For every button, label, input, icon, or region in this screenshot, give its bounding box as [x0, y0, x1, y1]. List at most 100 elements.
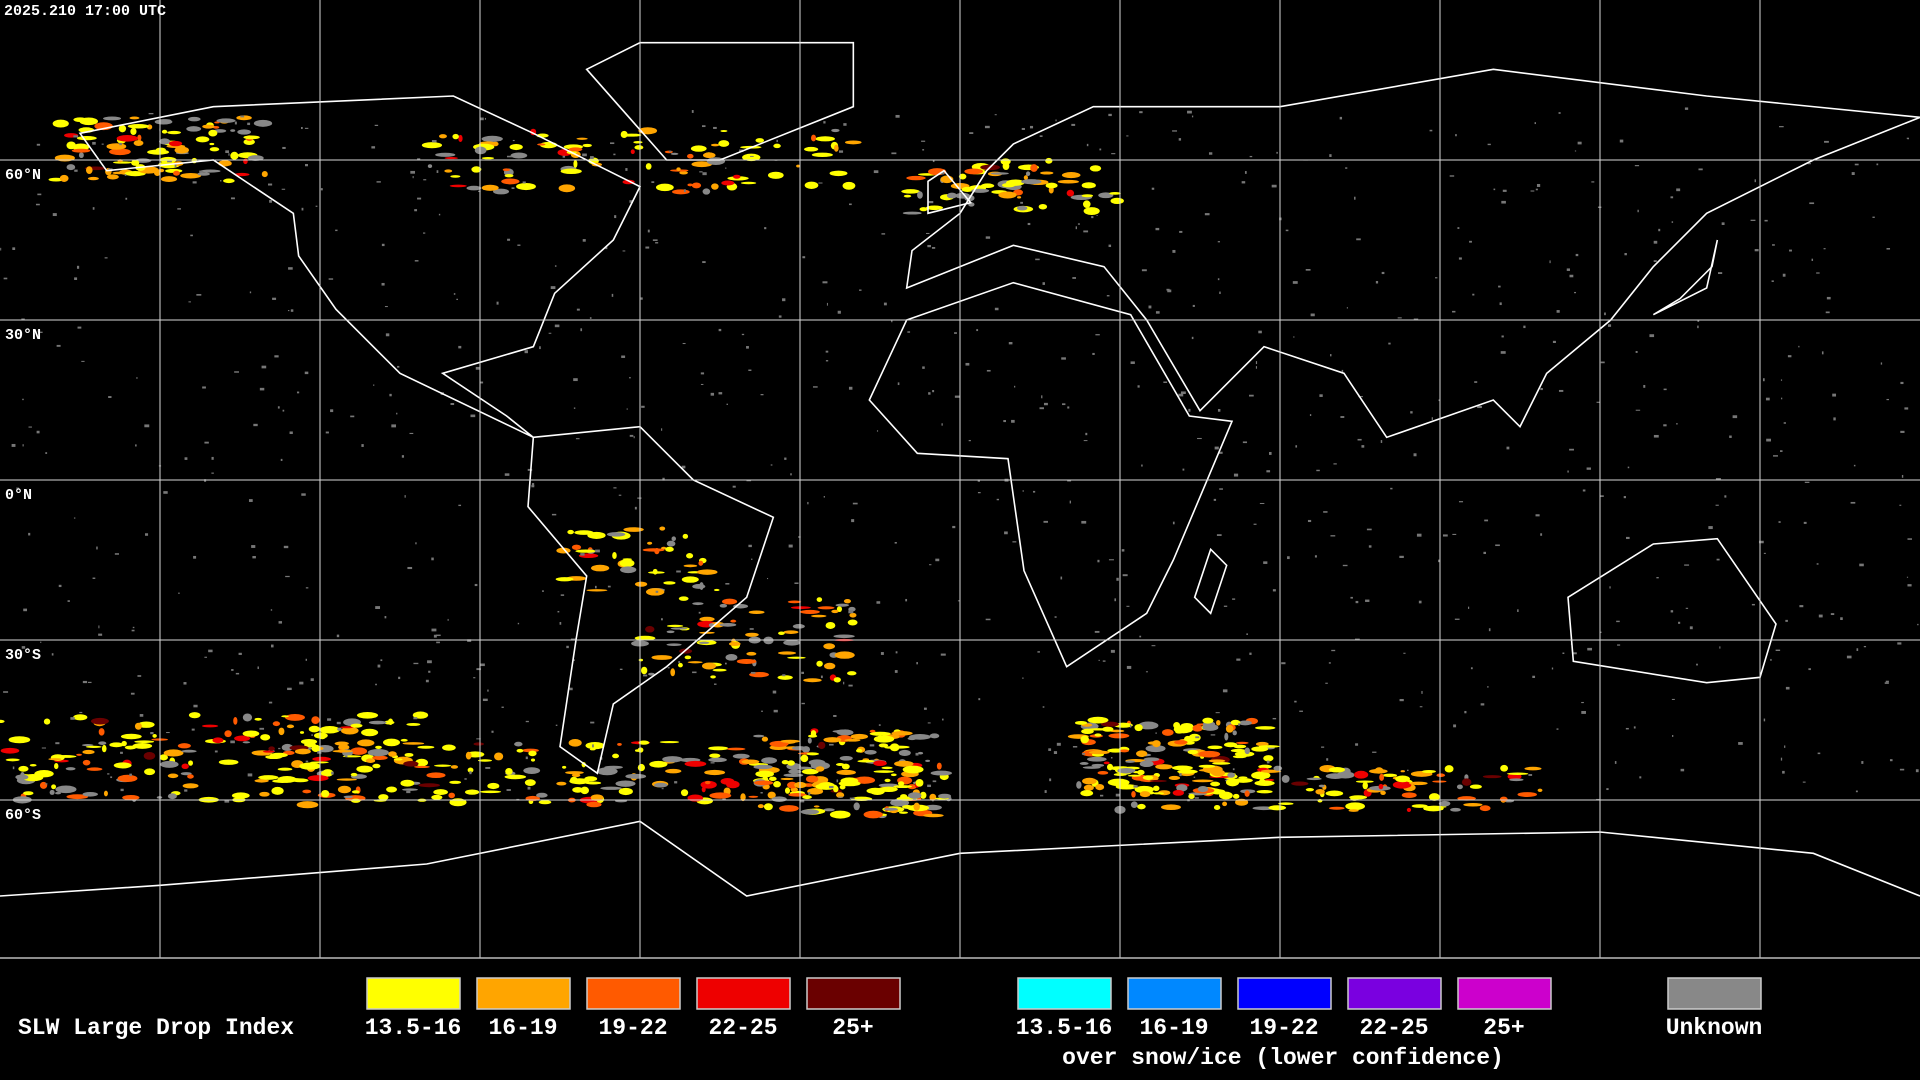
gray-speck [281, 188, 286, 190]
gray-speck [478, 190, 481, 192]
cloud-speck [1349, 795, 1368, 800]
legend-swatch [696, 977, 791, 1010]
gray-speck [1029, 125, 1034, 129]
gray-speck [1346, 307, 1348, 309]
gray-speck [927, 244, 931, 248]
cloud-speck [66, 141, 76, 150]
gray-speck [1685, 607, 1689, 609]
cloud-speck [79, 117, 99, 126]
cloud-speck [159, 754, 168, 761]
gray-speck [12, 247, 16, 251]
cloud-speck [638, 740, 650, 745]
gray-speck [1350, 596, 1353, 599]
gray-speck [36, 143, 41, 146]
gray-speck [575, 438, 580, 440]
gray-speck [476, 668, 481, 671]
cloud-speck [343, 795, 353, 799]
cloud-speck [528, 750, 537, 757]
gray-speck [1724, 495, 1727, 498]
cloud-speck [504, 174, 514, 178]
cloud-speck [1088, 750, 1110, 755]
cloud-speck [1537, 788, 1543, 792]
gray-speck [1499, 302, 1502, 306]
gray-speck [259, 727, 265, 730]
cloud-speck [350, 772, 358, 777]
gray-speck [1781, 397, 1783, 400]
gray-speck [1715, 504, 1719, 506]
gray-speck [1501, 200, 1506, 204]
gray-speck [417, 158, 421, 160]
gray-speck [1069, 500, 1071, 504]
cloud-speck [106, 143, 127, 150]
gray-speck [1840, 617, 1843, 621]
cloud-speck [277, 767, 293, 771]
gray-speck [1449, 175, 1455, 177]
cloud-speck [160, 176, 178, 182]
gray-speck [605, 246, 608, 250]
cloud-speck [898, 749, 911, 757]
gray-speck [1472, 293, 1475, 296]
cloud-speck [448, 792, 455, 799]
gray-speck [132, 626, 135, 629]
cloud-speck [481, 184, 499, 191]
gray-speck [629, 376, 631, 379]
cloud-speck [1066, 189, 1075, 197]
gray-speck [1823, 248, 1826, 250]
cloud-speck [831, 128, 840, 133]
gray-speck [1242, 441, 1248, 444]
gray-speck [823, 496, 825, 498]
gray-speck [1915, 769, 1919, 773]
gray-speck [74, 169, 78, 172]
cloud-speck [403, 761, 419, 767]
gray-speck [1099, 148, 1102, 151]
gray-speck [1339, 116, 1343, 120]
gray-speck [922, 149, 925, 151]
cloud-speck [800, 754, 809, 763]
cloud-speck [1137, 769, 1145, 776]
cloud-speck [350, 747, 368, 755]
gray-speck [3, 691, 9, 693]
gray-speck [1195, 736, 1200, 739]
cloud-speck [856, 748, 863, 753]
gray-speck [741, 333, 745, 336]
gray-speck [1532, 675, 1536, 678]
gray-speck [797, 536, 801, 538]
cloud-speck [682, 533, 689, 539]
cloud-speck [1268, 805, 1287, 811]
legend-swatch [1667, 977, 1762, 1010]
gray-speck [98, 625, 100, 629]
cloud-speck [803, 678, 822, 683]
gray-speck [150, 731, 154, 735]
cloud-speck [1002, 162, 1010, 170]
cloud-speck [1198, 750, 1221, 758]
cloud-speck [773, 143, 781, 149]
cloud-speck [450, 175, 461, 178]
gray-speck [417, 197, 422, 200]
gray-speck [270, 644, 274, 648]
gray-speck [825, 350, 829, 353]
gray-speck [1716, 558, 1720, 561]
cloud-speck [516, 182, 536, 191]
gray-speck [1323, 511, 1328, 513]
cloud-speck [788, 792, 807, 797]
gray-speck [569, 687, 573, 691]
cloud-speck [753, 764, 773, 770]
gray-speck [782, 674, 786, 677]
gray-speck [1222, 689, 1228, 693]
gray-speck [77, 326, 82, 329]
gray-speck [385, 333, 390, 337]
gray-speck [1108, 113, 1112, 117]
cloud-speck [209, 147, 220, 152]
cloud-speck [555, 577, 574, 582]
cloud-speck [504, 774, 527, 780]
gray-speck [662, 477, 665, 481]
gray-speck [965, 362, 970, 366]
cloud-speck [505, 768, 513, 775]
cloud-speck [51, 784, 57, 790]
cloud-speck [681, 576, 699, 583]
gray-speck [1772, 244, 1775, 246]
gray-speck [1307, 519, 1312, 523]
coastline [868, 281, 1234, 668]
cloud-speck [761, 736, 769, 742]
gray-speck [1575, 253, 1579, 257]
